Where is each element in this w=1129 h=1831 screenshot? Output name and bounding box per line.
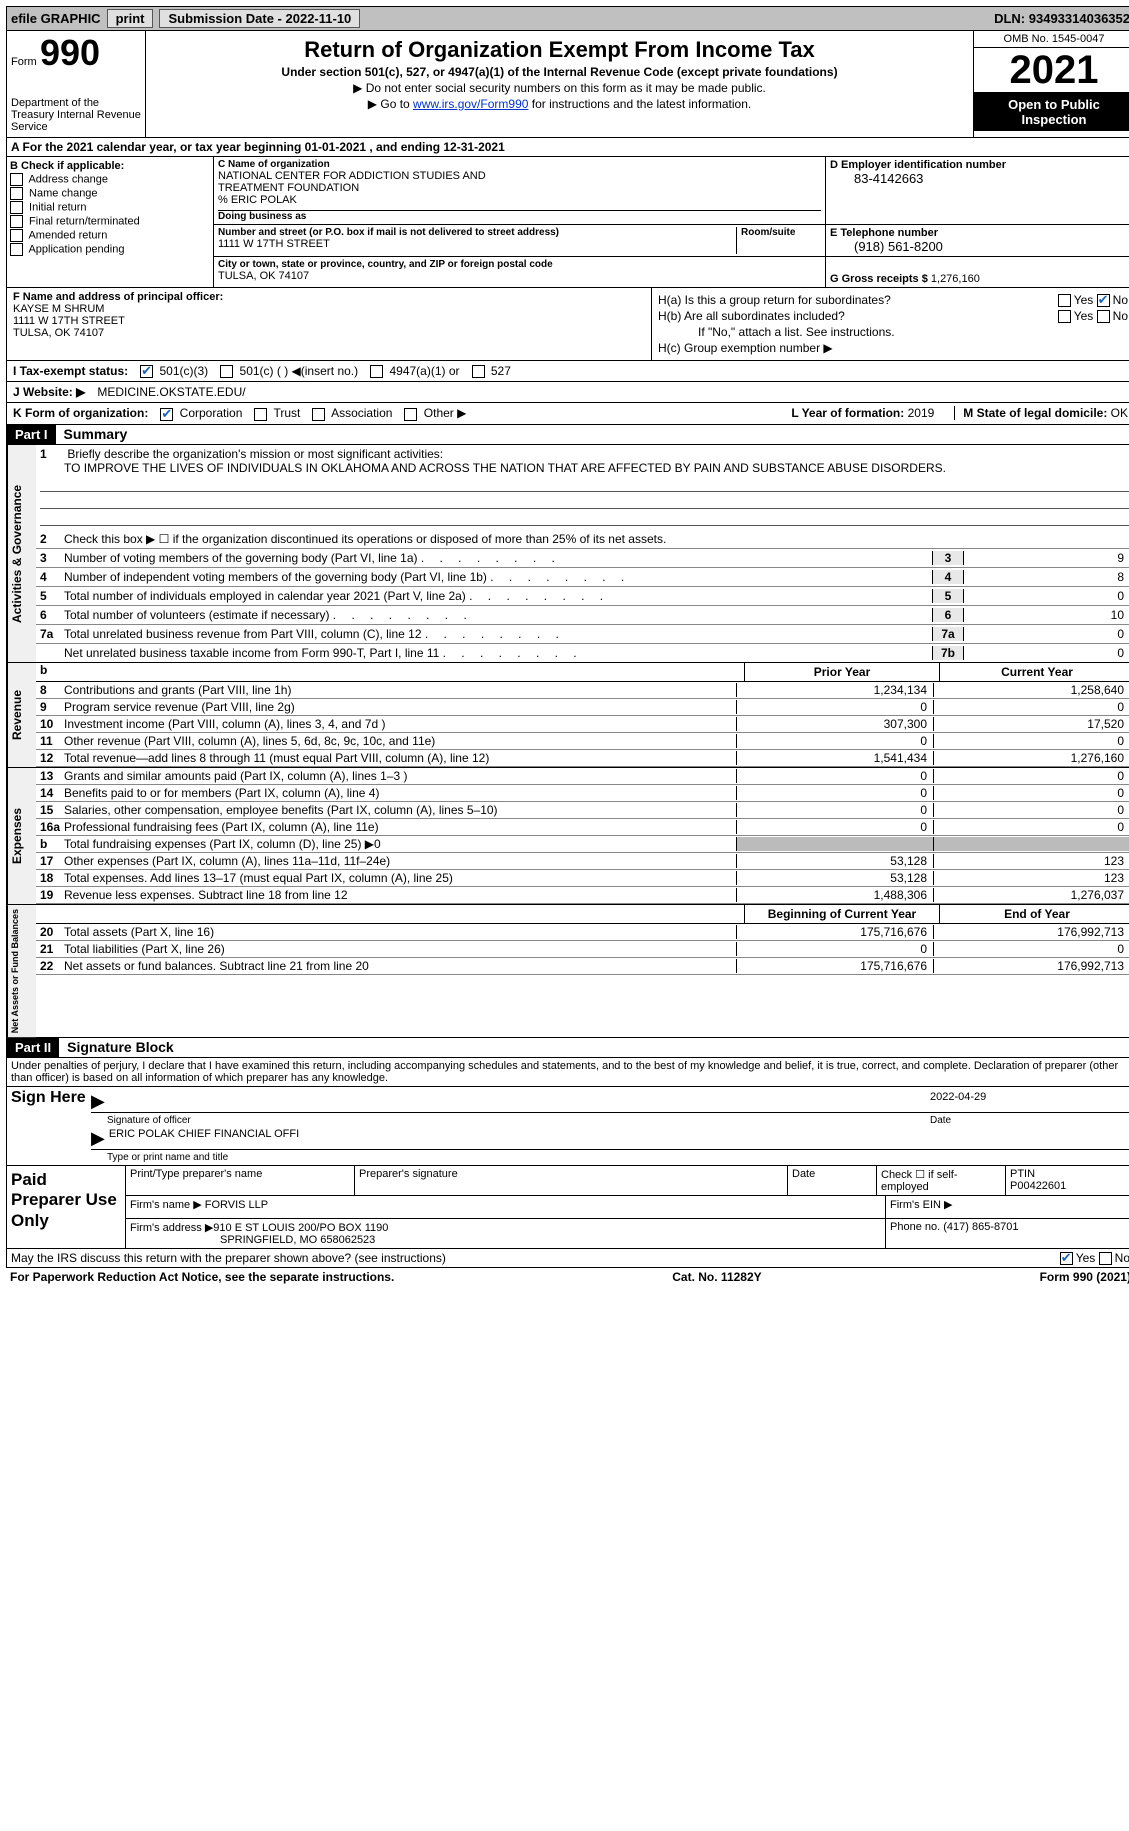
page-footer: For Paperwork Reduction Act Notice, see … — [6, 1268, 1129, 1286]
phone-cell: E Telephone number (918) 561-8200 — [826, 225, 1129, 256]
form-title: Return of Organization Exempt From Incom… — [154, 37, 965, 63]
sign-here-block: Sign Here 2022-04-29 Signature of office… — [6, 1087, 1129, 1166]
no-checkbox[interactable] — [1097, 294, 1110, 307]
discuss-row: May the IRS discuss this return with the… — [6, 1249, 1129, 1268]
form-title-block: Return of Organization Exempt From Incom… — [146, 31, 973, 137]
501c3-checkbox[interactable] — [140, 365, 153, 378]
principal-officer: F Name and address of principal officer:… — [7, 288, 652, 360]
irs-link[interactable]: www.irs.gov/Form990 — [413, 97, 528, 111]
year-box: OMB No. 1545-0047 2021 Open to Public In… — [973, 31, 1129, 137]
part1-header: Part I Summary — [6, 425, 1129, 445]
discuss-yes-checkbox[interactable] — [1060, 1252, 1073, 1265]
dln: DLN: 93493314036352 — [994, 11, 1129, 26]
efile-label: efile GRAPHIC — [11, 11, 101, 26]
row-a: A For the 2021 calendar year, or tax yea… — [6, 138, 1129, 157]
ein-cell: D Employer identification number 83-4142… — [826, 157, 1129, 224]
part2-header: Part II Signature Block — [6, 1038, 1129, 1058]
website-row: J Website: ▶ MEDICINE.OKSTATE.EDU/ — [6, 382, 1129, 403]
activities-governance: Activities & Governance 1 Briefly descri… — [6, 445, 1129, 663]
print-button[interactable]: print — [107, 9, 154, 28]
col-b: B Check if applicable: Address change Na… — [7, 157, 214, 287]
row-fh: F Name and address of principal officer:… — [6, 288, 1129, 361]
paid-preparer-block: Paid Preparer Use Only Print/Type prepar… — [6, 1166, 1129, 1249]
col-cd: C Name of organization NATIONAL CENTER F… — [214, 157, 1129, 287]
group-return: H(a) Is this a group return for subordin… — [652, 288, 1129, 360]
gross-receipts: G Gross receipts $ 1,276,160 — [826, 257, 1129, 287]
row-k: K Form of organization: Corporation Trus… — [6, 403, 1129, 424]
identity-block: B Check if applicable: Address change Na… — [6, 157, 1129, 288]
top-bar: efile GRAPHIC print Submission Date - 20… — [6, 6, 1129, 31]
penalties-text: Under penalties of perjury, I declare th… — [6, 1058, 1129, 1087]
form-number-box: Form 990 Department of the Treasury Inte… — [7, 31, 146, 137]
revenue-section: Revenue b Prior Year Current Year 8Contr… — [6, 663, 1129, 768]
form-header: Form 990 Department of the Treasury Inte… — [6, 31, 1129, 138]
tax-exempt-status: I Tax-exempt status: 501(c)(3) 501(c) ( … — [6, 361, 1129, 382]
net-assets-section: Net Assets or Fund Balances Beginning of… — [6, 905, 1129, 1038]
expenses-section: Expenses 13Grants and similar amounts pa… — [6, 768, 1129, 905]
submission-date: Submission Date - 2022-11-10 — [159, 9, 360, 28]
org-name-cell: C Name of organization NATIONAL CENTER F… — [214, 157, 826, 224]
corp-checkbox[interactable] — [160, 408, 173, 421]
